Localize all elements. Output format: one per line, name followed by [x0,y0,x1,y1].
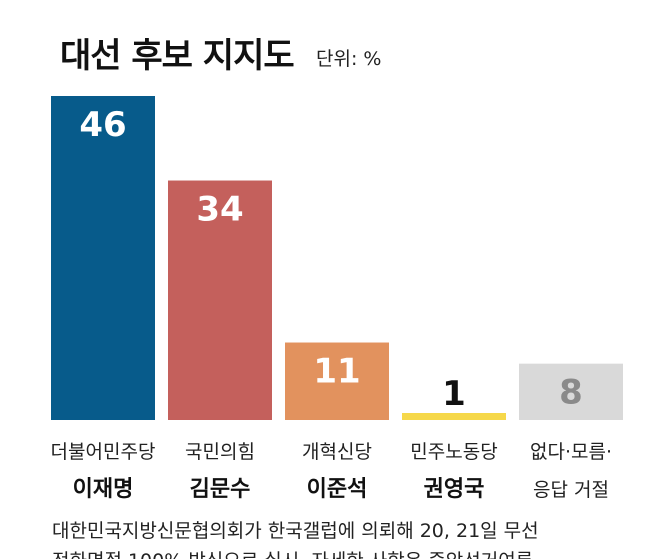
value-label-1: 46 [79,105,126,145]
category-party-1: 더불어민주당 [51,441,156,463]
category-candidate-4: 권영국 [424,477,485,502]
value-label-5: 8 [559,373,583,413]
unit-label: 단위: % [316,48,382,70]
chart-title: 대선 후보 지지도 [60,36,295,76]
category-candidate-5: 응답 거절 [533,479,609,501]
bar-4 [402,413,506,420]
category-candidate-3: 이준석 [307,477,368,502]
footnote-line-2: 전화면접 100% 방식으로 실시. 자세한 사항은 중앙선거여론 [52,546,652,559]
bar-1 [51,96,155,420]
category-party-3: 개혁신당 [302,441,372,463]
category-party-4: 민주노동당 [410,441,497,463]
footnote-line-1: 대한민국지방신문협의회가 한국갤럽에 의뢰해 20, 21일 무선 [52,520,539,542]
footnote: 대한민국지방신문협의회가 한국갤럽에 의뢰해 20, 21일 무선 전화면접 1… [52,516,652,559]
category-candidate-1: 이재명 [73,477,134,502]
category-candidate-2: 김문수 [190,477,251,502]
bar-5 [519,363,623,420]
bar-3 [285,342,389,420]
value-label-3: 11 [313,352,360,392]
category-party-2: 국민의힘 [185,441,255,463]
value-label-4: 1 [442,374,466,414]
category-party-5: 없다·모름· [530,441,612,463]
bar-2 [168,180,272,420]
value-label-2: 34 [196,190,243,230]
